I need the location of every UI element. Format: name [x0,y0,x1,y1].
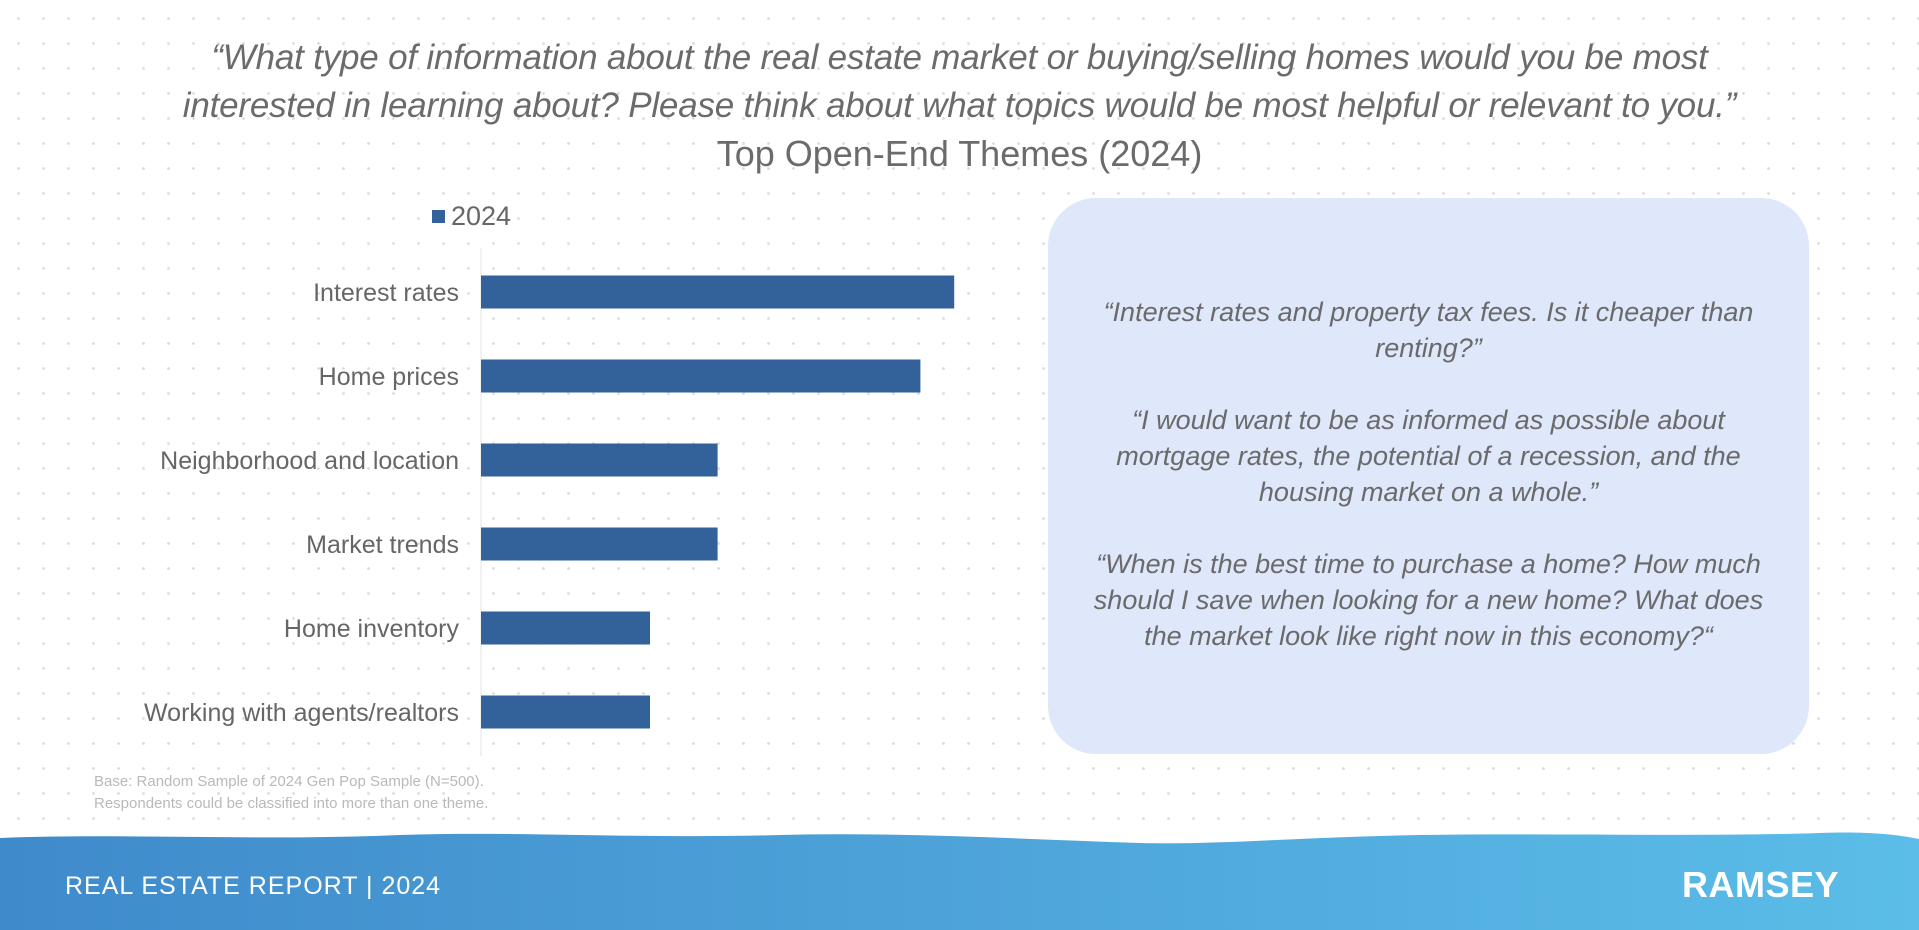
quote-item: “I would want to be as informed as possi… [1116,405,1741,507]
category-label: Neighborhood and location [160,447,459,475]
quote-item: “When is the best time to purchase a hom… [1093,549,1764,651]
chart-legend: 2024 [432,201,511,232]
legend-label: 2024 [451,201,512,231]
category-label: Working with agents/realtors [144,699,459,727]
survey-question: “What type of information about the real… [60,34,1860,130]
bar [481,527,718,561]
base-note-line-2: Respondents could be classified into mor… [94,795,489,812]
quote-list: “Interest rates and property tax fees. I… [1088,294,1769,690]
bar [481,359,921,393]
category-label: Market trends [306,531,459,559]
bar-chart: Interest rates Home prices Neighborhood an… [144,248,955,756]
category-label: Home inventory [284,615,460,643]
footer-band [0,832,1919,930]
bar [481,695,650,729]
category-label: Interest rates [313,279,459,307]
bar [481,611,650,645]
survey-question-line-1: “What type of information about the real… [211,38,1708,77]
footer-report-label: REAL ESTATE REPORT | 2024 [65,872,442,900]
quote-panel: “Interest rates and property tax fees. I… [1048,198,1809,754]
legend-swatch [432,210,445,223]
quote-item: “Interest rates and property tax fees. I… [1103,297,1754,363]
survey-question-line-2: interested in learning about? Please thi… [182,86,1737,125]
bar [481,443,718,477]
chart-title: Top Open-End Themes (2024) [716,133,1203,174]
ramsey-logo: RAMSEY [1682,864,1840,905]
base-note-line-1: Base: Random Sample of 2024 Gen Pop Samp… [94,773,484,790]
slide-header: “What type of information about the real… [0,34,1919,178]
base-note: Base: Random Sample of 2024 Gen Pop Samp… [94,771,488,815]
category-label: Home prices [319,363,459,391]
bar [481,275,955,309]
